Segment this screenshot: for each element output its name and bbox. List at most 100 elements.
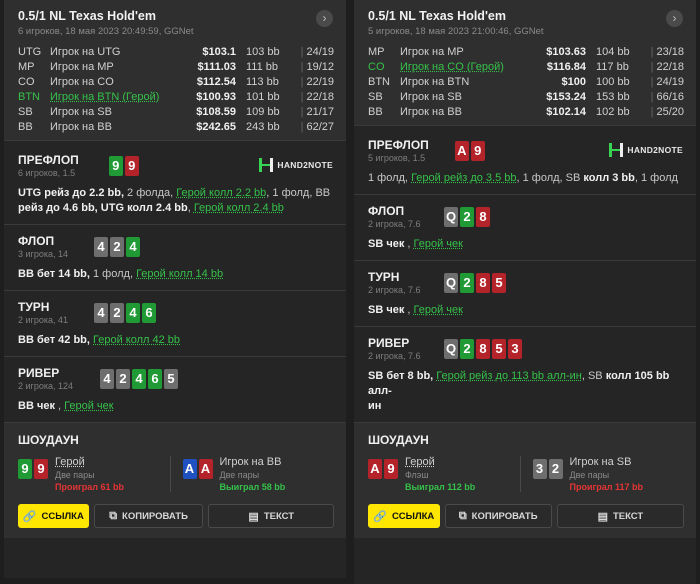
player-name[interactable]: Игрок на BTN: [400, 75, 470, 88]
card: 3: [508, 338, 522, 359]
card: A: [182, 459, 197, 479]
card: 8: [476, 338, 490, 359]
street-actions: BB бет 14 bb, 1 фолд, Герой колл 14 bb: [18, 268, 224, 280]
street-preflop: ПРЕФЛОП 6 игроков, 1.5 9 9 HAND2NOTE UTG …: [4, 140, 346, 224]
copy-button[interactable]: ⧉ КОПИРОВАТЬ: [93, 504, 204, 528]
player-name[interactable]: Игрок на BB: [50, 120, 112, 133]
player-name[interactable]: Игрок на MP: [400, 45, 464, 58]
card: 2: [116, 368, 130, 389]
text-button[interactable]: ▤ ТЕКСТ: [208, 504, 334, 528]
card: 6: [142, 302, 156, 323]
player-stack-bb: 109 bb: [246, 105, 280, 118]
player-position: BB: [18, 120, 33, 133]
player-hud: | 22/19: [300, 75, 334, 88]
street-subtitle: 3 игрока, 14: [18, 249, 68, 259]
hand-panel-2: 0.5/1 NL Texas Hold'em 5 игроков, 18 мая…: [354, 0, 696, 584]
hand-subtitle: 5 игроков, 18 мая 2023 21:00:46, GGNet: [368, 26, 544, 37]
card: 8: [476, 272, 490, 293]
player-stack-bb: 102 bb: [596, 105, 630, 118]
board-cards: 4 2 4: [94, 236, 140, 257]
player-hud: | 21/17: [300, 105, 334, 118]
player-row: BTN Игрок на BTN $100 100 bb | 24/19: [368, 74, 684, 89]
showdown-player-name[interactable]: Игрок на SB: [569, 456, 632, 468]
card: Q: [444, 206, 458, 227]
showdown-title: ШОУДАУН: [18, 433, 79, 447]
copy-icon: ⧉: [458, 509, 467, 522]
street-actions: BB бет 42 bb, Герой колл 42 bb: [18, 334, 181, 346]
player-stack: $242.65: [196, 120, 236, 133]
card: 9: [34, 459, 48, 479]
chevron-right-icon[interactable]: ›: [316, 10, 333, 27]
player-name[interactable]: Игрок на CO (Герой): [400, 60, 504, 73]
card: 8: [476, 206, 490, 227]
hand2note-icon: [609, 143, 624, 157]
players-table: MP Игрок на MP $103.63 104 bb | 23/18 CO Игрок…: [368, 44, 684, 119]
player-name[interactable]: Игрок на CO: [50, 75, 114, 88]
player-position: CO: [18, 75, 35, 88]
street-turn: ТУРН 2 игрока, 41 4 2 4 6 BB бет 42 bb, Г…: [4, 290, 346, 356]
player-hud: | 23/18: [650, 45, 684, 58]
player-stack-bb: 103 bb: [246, 45, 280, 58]
player-name[interactable]: Игрок на BTN (Герой): [50, 90, 160, 103]
card: 9: [470, 140, 485, 161]
player-stack: $100.93: [196, 90, 236, 103]
showdown-title: ШОУДАУН: [368, 433, 429, 447]
showdown-player-name[interactable]: Герой: [405, 456, 435, 468]
showdown-player-name[interactable]: Герой: [55, 456, 85, 468]
player-name[interactable]: Игрок на SB: [50, 105, 112, 118]
card: 2: [460, 272, 474, 293]
card: 9: [18, 459, 32, 479]
card: Q: [444, 272, 458, 293]
player-position: UTG: [18, 45, 42, 58]
hand-header: 0.5/1 NL Texas Hold'em 5 игроков, 18 мая…: [354, 0, 696, 125]
card: 2: [110, 236, 124, 257]
action-buttons: 🔗 ССЫЛКА ⧉ КОПИРОВАТЬ ▤ ТЕКСТ: [368, 504, 684, 528]
street-preflop: ПРЕФЛОП 5 игроков, 1.5 A 9 HAND2NOTE 1 фо…: [354, 125, 696, 194]
showdown-result: Выиграл 58 bb: [219, 482, 286, 492]
showdown-player-name[interactable]: Игрок на BB: [219, 456, 282, 468]
card: 5: [492, 338, 506, 359]
player-stack: $112.54: [196, 75, 236, 88]
street-subtitle: 2 игрока, 124: [18, 381, 73, 391]
link-button[interactable]: 🔗 ССЫЛКА: [368, 504, 440, 528]
chevron-right-icon[interactable]: ›: [666, 10, 683, 27]
street-title: ФЛОП: [18, 234, 55, 248]
showdown-hand: Две пары: [569, 470, 610, 480]
street-river: РИВЕР 2 игрока, 7.6 Q 2 8 5 3 SB бет 8 bb…: [354, 326, 696, 422]
street-subtitle: 2 игрока, 41: [18, 315, 68, 325]
player-row: MP Игрок на MP $103.63 104 bb | 23/18: [368, 44, 684, 59]
street-subtitle: 6 игроков, 1.5: [18, 168, 76, 178]
street-title: ПРЕФЛОП: [368, 138, 429, 152]
player-hud: | 19/12: [300, 60, 334, 73]
copy-button[interactable]: ⧉ КОПИРОВАТЬ: [444, 504, 552, 528]
player-name[interactable]: Игрок на UTG: [50, 45, 121, 58]
street-actions: BB чек , Герой чек: [18, 400, 114, 412]
player-name[interactable]: Игрок на MP: [50, 60, 114, 73]
player-position: MP: [368, 45, 385, 58]
hand2note-logo: HAND2NOTE: [259, 158, 333, 172]
player-stack: $102.14: [546, 105, 586, 118]
player-name[interactable]: Игрок на SB: [400, 90, 462, 103]
player-stack: $103.63: [546, 45, 586, 58]
hand-title: 0.5/1 NL Texas Hold'em: [368, 9, 506, 23]
player-stack: $116.84: [546, 60, 586, 73]
street-flop: ФЛОП 3 игрока, 14 4 2 4 BB бет 14 bb, 1 ф…: [4, 224, 346, 290]
link-button[interactable]: 🔗 ССЫЛКА: [18, 504, 89, 528]
player-row-hero: CO Игрок на CO (Герой) $116.84 117 bb | 22/18: [368, 59, 684, 74]
street-subtitle: 5 игроков, 1.5: [368, 153, 426, 163]
player-row: UTG Игрок на UTG $103.1 103 bb | 24/19: [18, 44, 334, 59]
player-stack-bb: 111 bb: [246, 60, 279, 73]
card: 4: [126, 236, 140, 257]
player-position: BB: [368, 105, 383, 118]
player-hud: | 24/19: [300, 45, 334, 58]
street-subtitle: 2 игрока, 7.6: [368, 219, 421, 229]
player-position: MP: [18, 60, 35, 73]
text-button[interactable]: ▤ ТЕКСТ: [556, 504, 684, 528]
street-title: ФЛОП: [368, 204, 405, 218]
hero-cards: A 9: [454, 140, 485, 161]
player-row: SB Игрок на SB $153.24 153 bb | 66/16: [368, 89, 684, 104]
player-name[interactable]: Игрок на BB: [400, 105, 462, 118]
player-stack-bb: 101 bb: [246, 90, 280, 103]
card: 4: [132, 368, 146, 389]
showdown-hand: Две пары: [219, 470, 260, 480]
